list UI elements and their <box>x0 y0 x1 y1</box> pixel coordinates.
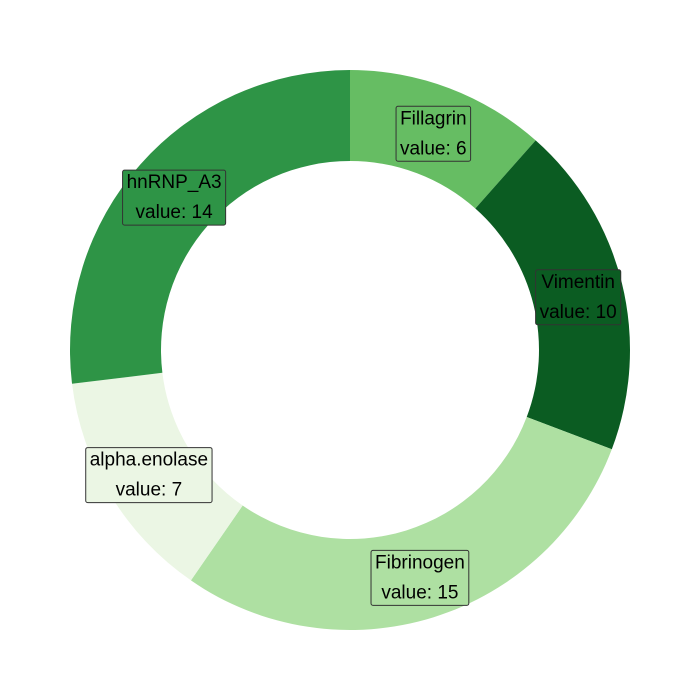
slice-fibrinogen <box>190 417 612 630</box>
slice-value-label: value: 6 <box>400 138 467 159</box>
slice-hnrnp-a3 <box>69 70 350 384</box>
label-box <box>85 447 213 504</box>
slice-value-label: value: 15 <box>381 582 458 603</box>
label-hnrnp-a3: hnRNP_A3 value: 14 <box>122 169 227 226</box>
slice-label: hnRNP_A3 <box>127 172 222 193</box>
slice-labels: Fillagrin value: 6 Vimentin value: 10 Fibrin… <box>85 105 622 606</box>
slice-value-label: value: 10 <box>540 302 617 323</box>
slice-label: alpha.enolase <box>90 450 208 471</box>
label-box <box>535 269 622 326</box>
label-box <box>122 169 227 226</box>
label-box <box>370 549 470 606</box>
slice-label: Fillagrin <box>400 108 467 129</box>
slice-label: Fibrinogen <box>375 552 465 573</box>
label-fillagrin: Fillagrin value: 6 <box>395 105 472 162</box>
donut-slices <box>69 70 630 630</box>
label-vimentin: Vimentin value: 10 <box>535 269 622 326</box>
label-alpha-enolase: alpha.enolase value: 7 <box>85 447 213 504</box>
label-fibrinogen: Fibrinogen value: 15 <box>370 549 470 606</box>
slice-label: Vimentin <box>541 272 615 293</box>
slice-value-label: value: 7 <box>116 480 183 501</box>
slice-value-label: value: 14 <box>136 202 214 223</box>
label-box <box>395 105 472 162</box>
